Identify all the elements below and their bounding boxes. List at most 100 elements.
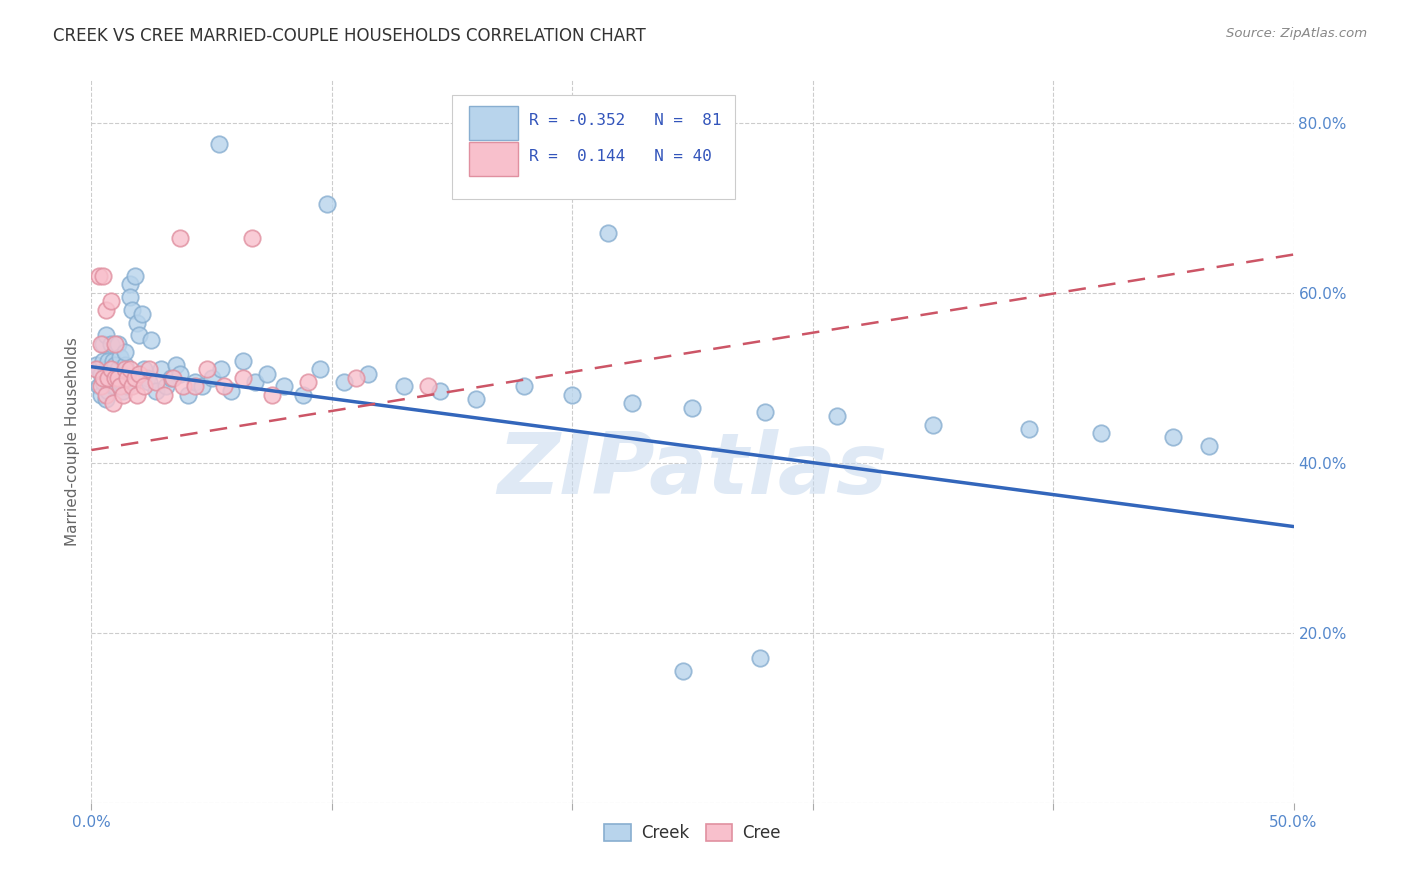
Point <box>114 345 136 359</box>
Point <box>104 371 127 385</box>
Text: CREEK VS CREE MARRIED-COUPLE HOUSEHOLDS CORRELATION CHART: CREEK VS CREE MARRIED-COUPLE HOUSEHOLDS … <box>53 27 647 45</box>
Point <box>922 417 945 432</box>
Point <box>101 353 124 368</box>
Point <box>100 362 122 376</box>
Point <box>110 379 132 393</box>
Point <box>316 196 339 211</box>
Point <box>297 375 319 389</box>
Point <box>135 371 157 385</box>
Point <box>155 379 177 393</box>
Point <box>681 401 703 415</box>
Point <box>138 362 160 376</box>
FancyBboxPatch shape <box>468 105 519 140</box>
Point <box>94 362 117 376</box>
Point <box>100 294 122 309</box>
Point <box>184 379 207 393</box>
Point <box>111 384 134 398</box>
Point <box>150 362 173 376</box>
Point <box>134 362 156 376</box>
Point <box>333 375 356 389</box>
Point <box>107 362 129 376</box>
Point <box>1090 425 1112 440</box>
Y-axis label: Married-couple Households: Married-couple Households <box>65 337 80 546</box>
Text: R =  0.144   N = 40: R = 0.144 N = 40 <box>529 149 711 163</box>
Point <box>825 409 848 423</box>
Point <box>84 362 107 376</box>
Point <box>117 371 139 385</box>
Point <box>134 379 156 393</box>
FancyBboxPatch shape <box>451 95 734 200</box>
Point <box>118 277 141 292</box>
Point <box>94 388 117 402</box>
Point <box>195 362 218 376</box>
Point <box>93 375 115 389</box>
Point <box>104 336 127 351</box>
Point <box>1198 439 1220 453</box>
Point <box>232 353 254 368</box>
Point <box>87 379 110 393</box>
Point <box>124 371 146 385</box>
Point <box>344 371 367 385</box>
Point <box>100 375 122 389</box>
Point <box>291 388 314 402</box>
Point <box>87 268 110 283</box>
Point <box>125 316 148 330</box>
Point <box>94 302 117 317</box>
Point <box>90 388 112 402</box>
Point <box>128 367 150 381</box>
Point <box>748 651 770 665</box>
Point <box>100 336 122 351</box>
Point <box>256 367 278 381</box>
Point <box>125 388 148 402</box>
Point <box>169 230 191 244</box>
Point <box>118 290 141 304</box>
Point <box>111 367 134 381</box>
Point <box>94 328 117 343</box>
Point <box>93 268 115 283</box>
Point <box>172 379 194 393</box>
Point <box>219 384 242 398</box>
Point <box>598 227 620 241</box>
Text: ZIPatlas: ZIPatlas <box>498 429 887 512</box>
Point <box>104 358 127 372</box>
Point <box>208 136 231 151</box>
Point <box>465 392 488 406</box>
Point <box>138 375 160 389</box>
Point <box>90 379 112 393</box>
Point <box>184 375 207 389</box>
Point <box>209 362 232 376</box>
Point <box>232 371 254 385</box>
Point <box>111 388 134 402</box>
Text: R = -0.352   N =  81: R = -0.352 N = 81 <box>529 112 721 128</box>
Point <box>93 353 115 368</box>
Point <box>392 379 415 393</box>
Point <box>107 336 129 351</box>
Point <box>117 379 139 393</box>
Point <box>416 379 439 393</box>
Point <box>87 362 110 376</box>
Point <box>97 371 120 385</box>
Point <box>201 371 224 385</box>
Point <box>191 379 214 393</box>
Point <box>101 367 124 381</box>
Point <box>260 388 283 402</box>
Point <box>110 375 132 389</box>
Point <box>121 379 143 393</box>
Point <box>561 388 583 402</box>
Point <box>621 396 644 410</box>
Point <box>169 367 191 381</box>
Point <box>212 379 235 393</box>
Point <box>176 388 198 402</box>
Point <box>754 405 776 419</box>
Text: Source: ZipAtlas.com: Source: ZipAtlas.com <box>1226 27 1367 40</box>
Point <box>101 379 124 393</box>
Point <box>1161 430 1184 444</box>
Point <box>90 367 112 381</box>
Point <box>107 371 129 385</box>
Point <box>121 302 143 317</box>
Point <box>97 384 120 398</box>
Point <box>429 384 451 398</box>
Point <box>104 371 127 385</box>
Point <box>1018 422 1040 436</box>
Point <box>242 230 264 244</box>
